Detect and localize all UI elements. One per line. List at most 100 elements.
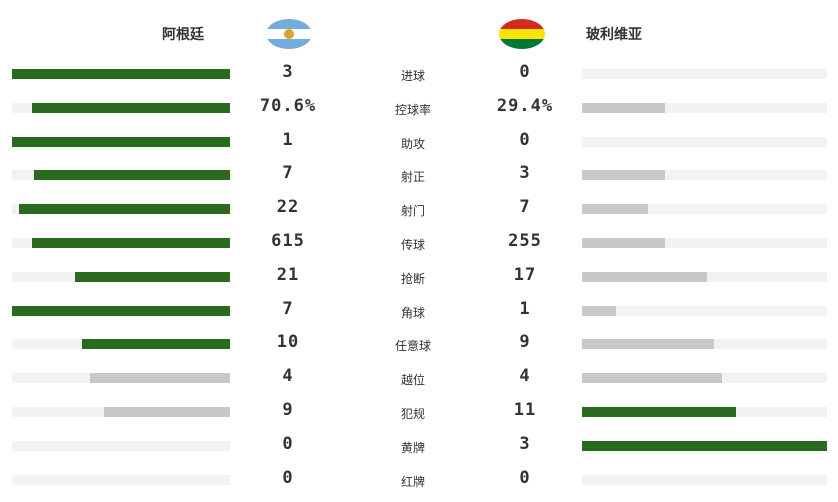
stat-label: 犯规 [400, 407, 425, 421]
flag-band-middle [499, 29, 545, 39]
home-stat-value: 22 [276, 197, 300, 217]
away-stat-value: 7 [519, 197, 531, 217]
away-stat-bar-track [582, 238, 827, 248]
stat-row: 615 传球 255 [0, 226, 838, 260]
home-stat-value: 9 [282, 400, 294, 420]
away-stat-value: 9 [519, 332, 531, 352]
stat-label: 红牌 [400, 475, 425, 489]
home-stat-value: 0 [282, 468, 294, 488]
home-stat-bar-track [12, 238, 230, 248]
away-stat-value: 29.4% [496, 96, 554, 116]
away-stat-value: 1 [519, 299, 531, 319]
away-stat-value: 17 [513, 265, 537, 285]
away-stat-value: 3 [519, 434, 531, 454]
stat-label: 射正 [400, 170, 425, 184]
stat-label: 黄牌 [400, 441, 425, 455]
flag-band-bottom [499, 39, 545, 49]
home-stat-bar [12, 306, 230, 316]
home-stat-value: 70.6% [259, 96, 317, 116]
home-stat-bar-track [12, 441, 230, 451]
away-stat-bar [582, 407, 737, 417]
home-stat-bar-track [12, 339, 230, 349]
stat-row: 0 红牌 0 [0, 463, 838, 497]
home-stat-value: 21 [276, 265, 300, 285]
home-stat-bar-track [12, 407, 230, 417]
away-stat-bar [582, 339, 715, 349]
stat-row: 22 射门 7 [0, 192, 838, 226]
stat-row: 7 角球 1 [0, 294, 838, 328]
away-stat-value: 0 [519, 130, 531, 150]
stat-row: 3 进球 0 [0, 57, 838, 91]
away-stat-value: 0 [519, 62, 531, 82]
away-stat-bar-track [582, 475, 827, 485]
bolivia-flag-icon [499, 19, 545, 49]
stat-label: 射门 [400, 204, 425, 218]
stat-row: 70.6% 控球率 29.4% [0, 91, 838, 125]
away-stat-bar-track [582, 407, 827, 417]
home-stat-bar-track [12, 137, 230, 147]
stat-row: 9 犯规 11 [0, 395, 838, 429]
home-stat-value: 3 [282, 62, 294, 82]
stat-label: 传球 [400, 238, 425, 252]
away-stat-bar-track [582, 441, 827, 451]
home-stat-value: 0 [282, 434, 294, 454]
away-stat-value: 0 [519, 468, 531, 488]
home-stat-value: 1 [282, 130, 294, 150]
home-stat-bar-track [12, 306, 230, 316]
away-stat-value: 11 [513, 400, 537, 420]
home-stat-bar-track [12, 475, 230, 485]
away-stat-bar-track [582, 170, 827, 180]
away-stat-bar-track [582, 306, 827, 316]
stat-row: 1 助攻 0 [0, 125, 838, 159]
flag-band-top [266, 19, 312, 29]
flag-band-top [499, 19, 545, 29]
home-stat-bar-track [12, 272, 230, 282]
away-stat-bar [582, 204, 649, 214]
stat-label: 越位 [400, 373, 425, 387]
flag-band-bottom [266, 39, 312, 49]
stat-row: 21 抢断 17 [0, 260, 838, 294]
stat-row: 7 射正 3 [0, 158, 838, 192]
away-stat-bar-track [582, 69, 827, 79]
home-stat-value: 615 [271, 231, 305, 251]
sun-of-may-icon [284, 29, 294, 39]
home-stat-bar [103, 407, 230, 417]
home-stat-value: 4 [282, 366, 294, 386]
stat-label: 控球率 [394, 103, 431, 117]
home-team-name: 阿根廷 [162, 27, 204, 43]
away-stat-bar-track [582, 272, 827, 282]
home-stat-value: 7 [282, 163, 294, 183]
home-stat-bar [31, 238, 230, 248]
home-stat-bar [31, 103, 230, 113]
match-header: 阿根廷 玻利维亚 [0, 0, 838, 66]
away-stat-bar [582, 373, 722, 383]
stat-row: 4 越位 4 [0, 361, 838, 395]
away-stat-bar-track [582, 137, 827, 147]
home-stat-bar-track [12, 69, 230, 79]
stat-label: 助攻 [400, 137, 425, 151]
away-stat-bar [582, 170, 666, 180]
home-stat-bar [90, 373, 230, 383]
stat-label: 角球 [400, 306, 425, 320]
home-stat-bar [75, 272, 230, 282]
home-stat-bar [81, 339, 230, 349]
home-stat-bar-track [12, 373, 230, 383]
home-stat-bar-track [12, 103, 230, 113]
away-stat-value: 255 [508, 231, 542, 251]
away-stat-bar-track [582, 103, 827, 113]
home-stat-bar-track [12, 170, 230, 180]
away-stat-bar-track [582, 339, 827, 349]
away-stat-bar-track [582, 204, 827, 214]
home-stat-bar-track [12, 204, 230, 214]
home-stat-bar [12, 69, 230, 79]
home-stat-bar [12, 137, 230, 147]
stat-label: 进球 [400, 69, 425, 83]
away-team-name: 玻利维亚 [586, 27, 642, 43]
stat-row: 10 任意球 9 [0, 327, 838, 361]
away-stat-value: 4 [519, 366, 531, 386]
away-stat-value: 3 [519, 163, 531, 183]
home-stat-value: 7 [282, 299, 294, 319]
home-stat-bar [33, 170, 230, 180]
away-stat-bar [582, 238, 666, 248]
away-stat-bar [582, 306, 617, 316]
